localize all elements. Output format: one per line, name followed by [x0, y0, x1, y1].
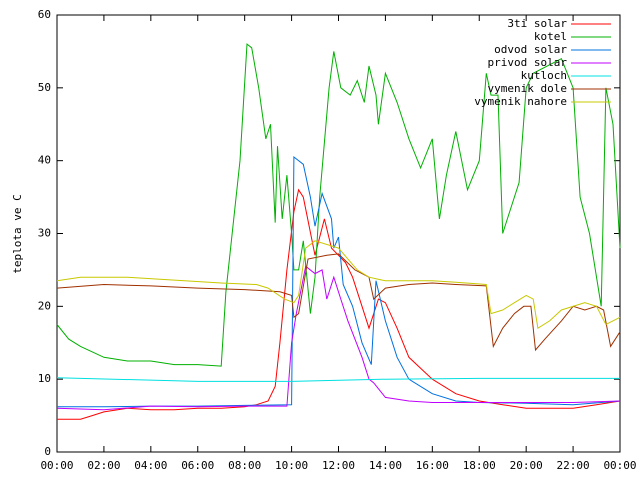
series-line [56, 377, 620, 382]
y-tick-label: 50 [38, 81, 51, 94]
legend-label: vymenik dole [488, 82, 567, 95]
x-tick-label: 02:00 [87, 459, 120, 472]
series-line [56, 253, 621, 352]
y-tick-label: 10 [38, 372, 51, 385]
y-axis-label: teplota ve C [11, 194, 24, 273]
x-tick-label: 00:00 [40, 459, 73, 472]
legend-label: kotel [534, 30, 567, 43]
x-tick-label: 00:00 [603, 459, 636, 472]
legend-label: kutloch [521, 69, 567, 82]
x-tick-label: 20:00 [510, 459, 543, 472]
x-tick-label: 08:00 [228, 459, 261, 472]
legend-label: 3ti solar [507, 17, 567, 30]
y-tick-label: 30 [38, 227, 51, 240]
legend-label: vymenik nahore [474, 95, 567, 108]
series-line [57, 188, 621, 420]
y-tick-label: 0 [44, 445, 51, 458]
x-tick-label: 10:00 [275, 459, 308, 472]
y-tick-label: 60 [38, 8, 51, 21]
x-tick-label: 12:00 [322, 459, 355, 472]
series-line [56, 43, 621, 367]
x-tick-label: 06:00 [181, 459, 214, 472]
legend-label: odvod solar [494, 43, 567, 56]
y-tick-label: 20 [38, 299, 51, 312]
x-tick-label: 04:00 [134, 459, 167, 472]
series-line [56, 240, 621, 330]
legend-label: privod solar [488, 56, 568, 69]
x-tick-label: 16:00 [416, 459, 449, 472]
x-tick-label: 22:00 [557, 459, 590, 472]
series-line [56, 265, 621, 411]
x-tick-label: 18:00 [463, 459, 496, 472]
series-line [57, 155, 621, 408]
x-tick-label: 14:00 [369, 459, 402, 472]
y-tick-label: 40 [38, 154, 51, 167]
